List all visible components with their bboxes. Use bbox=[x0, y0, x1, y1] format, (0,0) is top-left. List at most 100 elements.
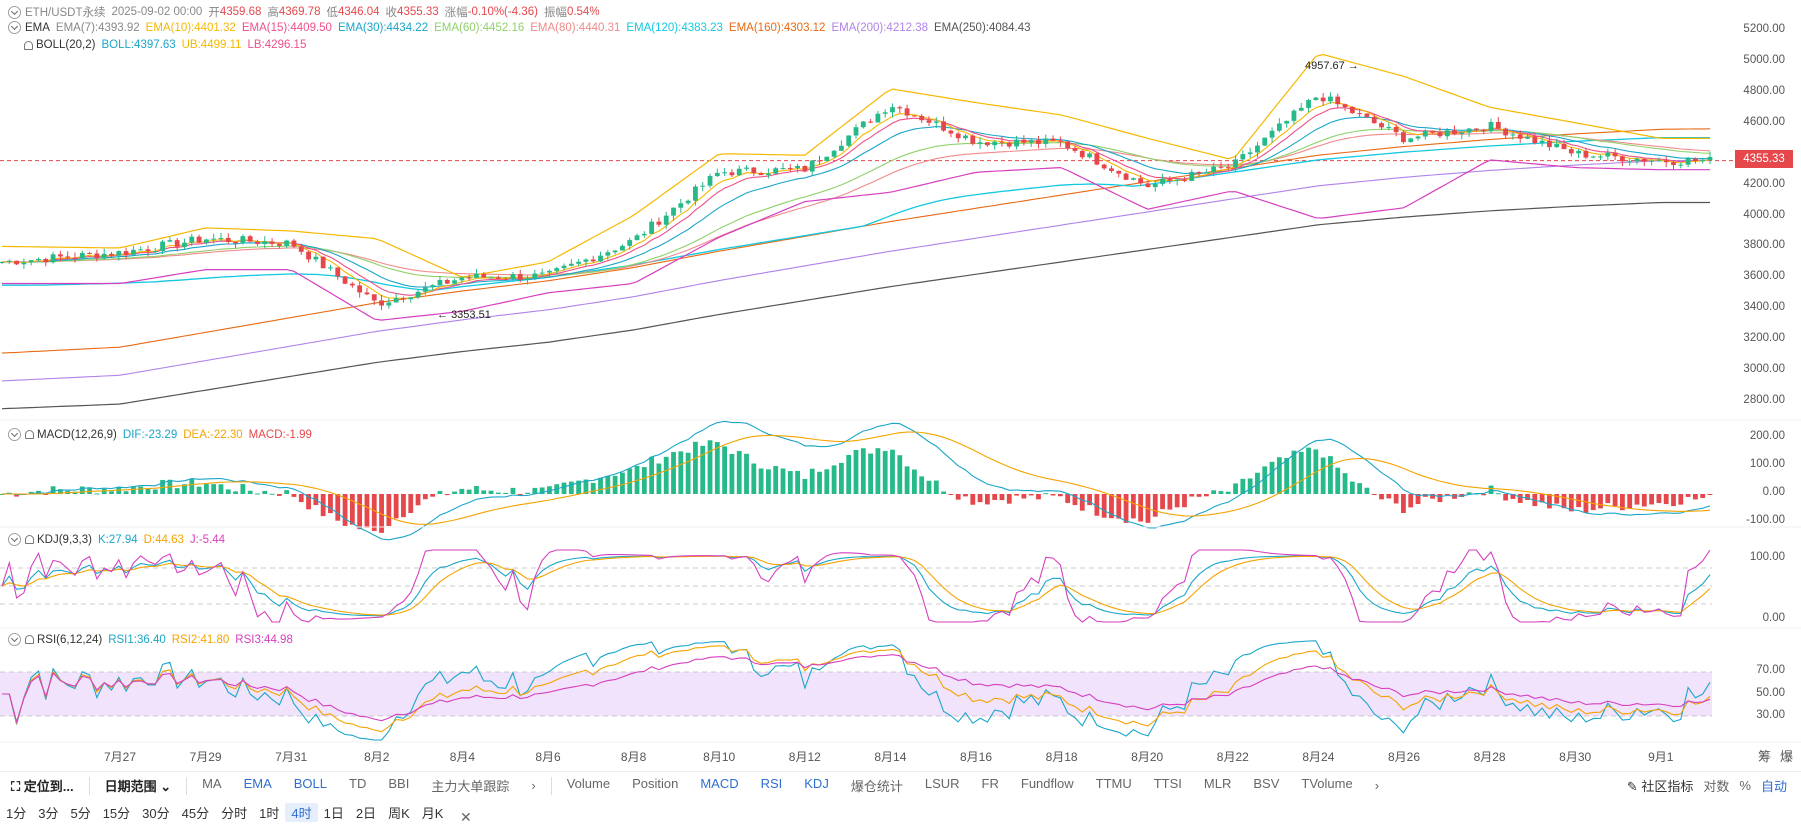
macd-bar bbox=[817, 471, 822, 494]
sub-more-chevron-icon[interactable]: › bbox=[1374, 778, 1380, 793]
macd-bar bbox=[371, 494, 377, 531]
candle-body bbox=[218, 237, 224, 239]
ema-value-5: EMA(80):4440.31 bbox=[530, 21, 621, 34]
candle-body bbox=[1598, 156, 1603, 158]
candle-body bbox=[1693, 158, 1698, 162]
main-indicator-主力大单跟踪[interactable]: 主力大单跟踪 bbox=[431, 779, 510, 794]
sub-indicator-group: Volume Position MACD RSI KDJ 爆仓统计 LSUR FR Fundfl… bbox=[556, 776, 1364, 795]
macd-bar bbox=[276, 494, 282, 496]
candle-body bbox=[1182, 179, 1187, 181]
candle-body bbox=[1364, 113, 1370, 117]
period-30分[interactable]: 30分 bbox=[142, 805, 170, 821]
period-4时[interactable]: 4时 bbox=[285, 802, 318, 822]
collapse-chevron-icon[interactable] bbox=[8, 633, 21, 646]
macd-bar bbox=[751, 463, 757, 494]
time-tick: 7月29 bbox=[189, 750, 222, 764]
time-tick: 8月20 bbox=[1131, 750, 1164, 764]
sub-indicator-ttmu[interactable]: TTMU bbox=[1095, 776, 1132, 791]
period-5分[interactable]: 5分 bbox=[70, 805, 91, 821]
community-indicator-button[interactable]: ✎ 社区指标 bbox=[1626, 778, 1694, 794]
sub-indicator-volume[interactable]: Volume bbox=[566, 776, 611, 791]
sub-indicator-tvolume[interactable]: TVolume bbox=[1301, 776, 1353, 791]
candle-body bbox=[196, 236, 202, 243]
sub-indicator-mlr[interactable]: MLR bbox=[1203, 776, 1232, 791]
macd-tick: 0.00 bbox=[1762, 486, 1785, 498]
macd-bar bbox=[663, 456, 669, 494]
macd-bar bbox=[1627, 494, 1633, 509]
sub-indicator-fundflow[interactable]: Fundflow bbox=[1020, 776, 1074, 791]
sub-indicator-position[interactable]: Position bbox=[632, 776, 679, 791]
sub-indicator-爆仓统计[interactable]: 爆仓统计 bbox=[850, 779, 903, 794]
percent-scale-button[interactable]: % bbox=[1739, 777, 1751, 793]
main-indicator-td[interactable]: TD bbox=[349, 776, 367, 791]
bell-icon[interactable] bbox=[24, 40, 33, 50]
macd-bar bbox=[1364, 487, 1370, 494]
macd-bar bbox=[875, 448, 881, 494]
sub-indicator-bsv[interactable]: BSV bbox=[1253, 776, 1280, 791]
corner-label-liq[interactable]: 爆 bbox=[1780, 749, 1794, 764]
price-tick: 3400.00 bbox=[1743, 301, 1785, 314]
period-45分[interactable]: 45分 bbox=[181, 805, 210, 821]
period-1日[interactable]: 1日 bbox=[323, 805, 344, 821]
macd-tick: -100.00 bbox=[1745, 514, 1785, 526]
bell-icon[interactable] bbox=[25, 635, 34, 644]
candle-body bbox=[320, 256, 326, 269]
macd-bar bbox=[1437, 494, 1443, 503]
main-indicator-ema[interactable]: EMA bbox=[243, 776, 272, 791]
candle-body bbox=[700, 185, 706, 187]
candle-body bbox=[1474, 128, 1479, 130]
amp-label: 振幅 bbox=[543, 7, 567, 19]
candle-body bbox=[152, 251, 158, 253]
macd-bar bbox=[160, 479, 165, 494]
sub-indicator-kdj[interactable]: KDJ bbox=[804, 776, 829, 791]
log-scale-button[interactable]: 对数 bbox=[1703, 778, 1730, 794]
bell-icon[interactable] bbox=[25, 535, 34, 544]
collapse-chevron-icon[interactable] bbox=[8, 428, 21, 441]
main-indicator-bbi[interactable]: BBI bbox=[388, 776, 410, 791]
collapse-chevron-icon[interactable] bbox=[8, 533, 21, 546]
macd-bar bbox=[1620, 494, 1625, 511]
candle-body bbox=[926, 120, 932, 123]
candle-body bbox=[1532, 136, 1538, 144]
period-月K[interactable]: 月K bbox=[421, 805, 444, 821]
macd-bar bbox=[1328, 456, 1333, 494]
period-1时[interactable]: 1时 bbox=[259, 805, 280, 821]
macd-name: MACD(12,26,9) bbox=[37, 428, 117, 441]
bell-icon[interactable] bbox=[25, 430, 34, 439]
main-indicator-ma[interactable]: MA bbox=[202, 776, 222, 791]
sub-indicator-rsi[interactable]: RSI bbox=[760, 776, 783, 791]
kdj-name: KDJ(9,3,3) bbox=[37, 533, 92, 546]
macd-bar bbox=[955, 494, 961, 500]
period-2日[interactable]: 2日 bbox=[355, 805, 377, 821]
period-3分[interactable]: 3分 bbox=[38, 805, 59, 821]
sub-indicator-macd[interactable]: MACD bbox=[700, 776, 739, 791]
main-more-chevron-icon[interactable]: › bbox=[531, 778, 536, 793]
auto-scale-button[interactable]: 自动 bbox=[1760, 778, 1787, 794]
ema60-line bbox=[1, 128, 1711, 278]
period-分时[interactable]: 分时 bbox=[221, 805, 248, 821]
locate-button[interactable]: ⛶ 定位到... bbox=[11, 779, 74, 794]
sub-indicator-fr[interactable]: FR bbox=[981, 776, 999, 791]
close-periods-icon[interactable]: ✕ bbox=[460, 809, 472, 825]
sub-indicator-lsur[interactable]: LSUR bbox=[924, 776, 960, 791]
macd-bar bbox=[568, 481, 574, 494]
period-15分[interactable]: 15分 bbox=[102, 805, 131, 821]
candle-body bbox=[481, 273, 487, 278]
collapse-chevron-icon[interactable] bbox=[8, 5, 21, 19]
candle-body bbox=[1590, 156, 1596, 158]
candle-body bbox=[6, 260, 12, 262]
collapse-chevron-icon[interactable] bbox=[8, 21, 21, 34]
sub-indicator-ttsi[interactable]: TTSI bbox=[1153, 776, 1182, 791]
main-indicator-boll[interactable]: BOLL bbox=[293, 776, 328, 791]
candle-body bbox=[809, 160, 815, 172]
candle-body bbox=[401, 298, 406, 300]
price-chart[interactable] bbox=[0, 0, 1801, 770]
candle-body bbox=[145, 249, 151, 252]
corner-label-chip[interactable]: 筹 bbox=[1758, 749, 1772, 764]
period-周K[interactable]: 周K bbox=[388, 805, 410, 821]
candle-body bbox=[1196, 171, 1202, 173]
period-1分[interactable]: 1分 bbox=[6, 805, 27, 821]
candle-body bbox=[984, 142, 990, 146]
macd-bar bbox=[1554, 494, 1560, 504]
date-range-button[interactable]: 日期范围 ⌄ bbox=[104, 779, 172, 794]
